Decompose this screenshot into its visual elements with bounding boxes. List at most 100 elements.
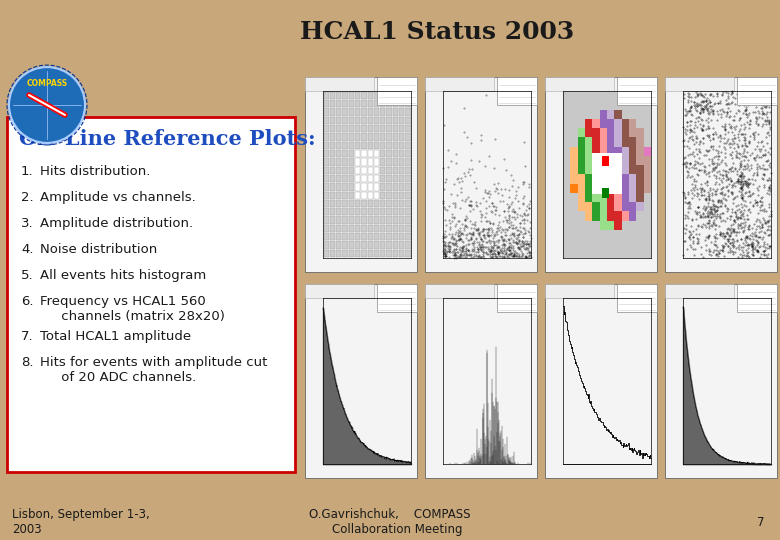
Point (719, 145, 732, 153)
Point (735, 235, 747, 244)
Point (701, 93, 714, 102)
Point (491, 248, 504, 256)
Point (502, 245, 515, 254)
Point (742, 248, 754, 256)
Point (488, 249, 500, 258)
FancyBboxPatch shape (380, 100, 385, 107)
Point (706, 222, 718, 231)
Point (470, 243, 483, 252)
Point (762, 118, 775, 126)
Point (736, 193, 749, 202)
Point (464, 200, 477, 209)
Point (689, 157, 701, 165)
Point (501, 244, 513, 253)
Point (524, 237, 537, 245)
FancyBboxPatch shape (665, 77, 777, 272)
Point (703, 194, 715, 203)
Point (740, 240, 753, 249)
Point (705, 90, 718, 98)
Point (453, 235, 466, 244)
Point (495, 232, 508, 240)
Point (751, 238, 764, 247)
FancyBboxPatch shape (336, 108, 342, 116)
Point (714, 213, 726, 222)
Point (742, 156, 754, 164)
Point (726, 239, 739, 247)
Point (700, 203, 712, 212)
Point (701, 99, 714, 107)
Point (522, 226, 534, 235)
FancyBboxPatch shape (330, 141, 335, 149)
Point (498, 241, 511, 249)
Point (747, 230, 760, 238)
Point (711, 151, 724, 160)
Point (437, 231, 449, 240)
Point (473, 229, 485, 238)
Point (521, 210, 534, 219)
Point (740, 105, 753, 113)
Point (749, 144, 761, 153)
Point (467, 205, 480, 214)
FancyBboxPatch shape (600, 110, 607, 119)
FancyBboxPatch shape (622, 202, 629, 211)
Point (488, 239, 500, 247)
Point (688, 98, 700, 106)
FancyBboxPatch shape (617, 284, 657, 312)
Point (440, 175, 452, 184)
Point (688, 124, 700, 133)
Point (717, 216, 729, 225)
Point (763, 103, 775, 111)
Point (708, 210, 721, 219)
FancyBboxPatch shape (361, 100, 367, 107)
FancyBboxPatch shape (386, 241, 392, 249)
Point (752, 120, 764, 129)
Point (715, 185, 728, 193)
FancyBboxPatch shape (330, 125, 335, 132)
Point (736, 190, 748, 198)
FancyBboxPatch shape (386, 117, 392, 124)
Point (723, 139, 736, 148)
Point (477, 193, 490, 202)
FancyBboxPatch shape (380, 158, 385, 166)
Point (499, 213, 512, 221)
Point (705, 107, 718, 116)
FancyBboxPatch shape (600, 193, 607, 202)
Point (741, 112, 753, 121)
Point (700, 125, 712, 133)
Point (697, 105, 709, 114)
Point (757, 170, 770, 178)
Point (690, 185, 703, 194)
Point (712, 195, 725, 204)
Point (467, 243, 480, 252)
Point (743, 222, 755, 231)
FancyBboxPatch shape (336, 175, 342, 182)
Point (498, 253, 510, 262)
Point (685, 97, 697, 106)
Point (512, 237, 525, 245)
Point (719, 149, 732, 158)
Point (724, 238, 736, 247)
FancyBboxPatch shape (570, 156, 578, 165)
Point (680, 111, 693, 119)
Point (452, 232, 465, 241)
Point (720, 170, 732, 178)
Point (739, 141, 752, 150)
Point (763, 161, 775, 170)
Point (508, 206, 520, 215)
Point (470, 251, 482, 260)
Point (683, 107, 696, 116)
Point (711, 185, 723, 194)
Point (465, 234, 477, 242)
Point (682, 207, 694, 216)
Point (693, 147, 706, 156)
Point (470, 235, 482, 244)
Point (709, 212, 722, 220)
Point (756, 110, 768, 118)
Point (488, 248, 500, 257)
Point (694, 184, 707, 192)
Point (467, 241, 480, 249)
Point (702, 224, 714, 232)
Point (698, 187, 711, 195)
Point (439, 249, 452, 258)
Point (484, 248, 497, 256)
